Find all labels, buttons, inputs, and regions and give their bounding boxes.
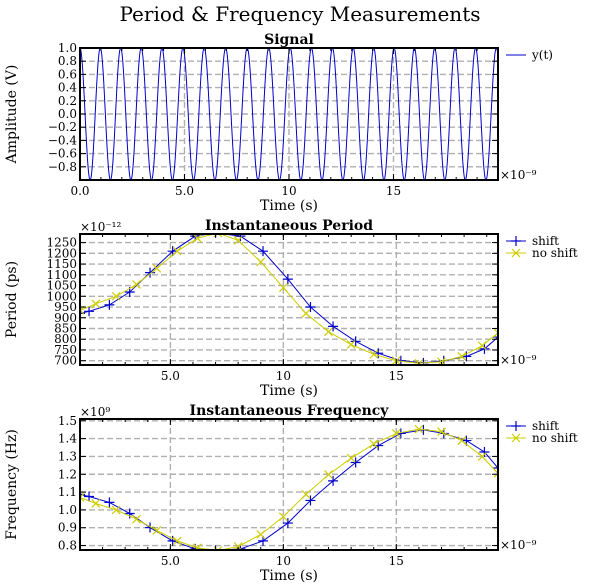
grid xyxy=(80,419,498,550)
x-tick-label: 10 xyxy=(276,554,291,568)
x-tick-label: 5.0 xyxy=(161,369,180,383)
y-tick-label: 1.4 xyxy=(58,432,77,446)
y-tick-label: 0.6 xyxy=(58,67,77,81)
x-scale-label: ×10⁻⁹ xyxy=(500,538,537,552)
data-point xyxy=(347,454,355,462)
x-axis-label: Time (s) xyxy=(260,198,318,214)
y-tick-label: 1.0 xyxy=(58,41,77,55)
data-point xyxy=(104,300,114,310)
y-axis-label: Frequency (Hz) xyxy=(4,429,20,540)
plot-area xyxy=(75,425,503,556)
x-tick-label: 10 xyxy=(281,184,296,198)
y-scale-label: ×10⁹ xyxy=(80,405,110,419)
legend-label: y(t) xyxy=(531,48,553,62)
legend-marker xyxy=(511,236,521,246)
x-axis-label: Time (s) xyxy=(260,383,318,399)
x-tick-label: 5.0 xyxy=(161,554,180,568)
y-tick-label: 0.8 xyxy=(58,539,77,553)
panel-1: 1.00.80.60.40.20.0−0.2−0.4−0.6−0.80.0 5.0… xyxy=(4,32,553,214)
legend: shiftno shift xyxy=(506,419,578,445)
data-point xyxy=(92,499,100,507)
y-tick-label: 0.4 xyxy=(58,81,77,95)
data-point xyxy=(132,280,140,288)
x-axis-label: Time (s) xyxy=(260,568,318,584)
series-line-no-shift xyxy=(80,429,498,550)
figure-title: Period & Frequency Measurements xyxy=(119,2,480,26)
x-tick-label: 5.0 xyxy=(175,184,194,198)
data-point xyxy=(302,309,310,317)
x-tick-label: 15 xyxy=(389,369,404,383)
x-tick-label: 15 xyxy=(386,184,401,198)
subplot-title: Instantaneous Period xyxy=(205,218,373,234)
data-point xyxy=(370,350,378,358)
x-tick-label: 15 xyxy=(389,554,404,568)
y-tick-label: 1.0 xyxy=(58,503,77,517)
x-tick-label: 10 xyxy=(276,369,291,383)
grid xyxy=(80,234,498,365)
data-point xyxy=(132,515,140,523)
x-scale-label: ×10⁻⁹ xyxy=(500,353,537,367)
y-tick-label: 1.5 xyxy=(58,414,77,428)
y-tick-label: 700 xyxy=(54,354,77,368)
data-point xyxy=(92,300,100,308)
legend-marker xyxy=(511,421,521,431)
y-tick-label: 1.3 xyxy=(58,449,77,463)
y-axis-label: Period (ps) xyxy=(4,261,20,338)
y-tick-label: −0.8 xyxy=(48,160,77,174)
y-axis-label: Amplitude (V) xyxy=(4,65,20,165)
y-tick-label: −0.2 xyxy=(48,120,77,134)
data-point xyxy=(370,440,378,448)
y-tick-label: 1.2 xyxy=(58,467,77,481)
x-tick-label: 0.0 xyxy=(70,184,89,198)
y-scale-label: ×10⁻¹² xyxy=(80,220,121,234)
y-tick-label: 1.1 xyxy=(58,485,77,499)
y-tick-label: −0.6 xyxy=(48,147,77,161)
data-point xyxy=(257,530,265,538)
y-tick-label: −0.4 xyxy=(48,133,78,147)
y-tick-label: 0.2 xyxy=(58,94,77,108)
series-line-shift xyxy=(80,430,498,551)
plot-area xyxy=(75,228,503,368)
series-line-no-shift xyxy=(80,233,498,363)
subplot-title: Signal xyxy=(264,32,314,48)
panel-3: 1.5 1.4 1.3 1.2 1.1 1.0 0.9 0.8 5.0 10 15 Instantan… xyxy=(4,403,578,584)
subplot-title: Instantaneous Frequency xyxy=(190,403,390,419)
legend-label: no shift xyxy=(532,246,578,260)
x-scale-label: ×10⁻⁹ xyxy=(500,168,537,182)
panel-2: 1250120011501100105010009509008508007507… xyxy=(4,218,578,399)
legend: y(t) xyxy=(506,48,553,62)
legend: shiftno shift xyxy=(506,234,578,260)
y-tick-label: 0.9 xyxy=(58,521,77,535)
y-tick-label: 0.8 xyxy=(58,54,77,68)
series-line-shift xyxy=(80,233,498,363)
y-tick-label: 0.0 xyxy=(58,107,77,121)
legend-label: no shift xyxy=(532,431,578,445)
grid xyxy=(80,48,498,180)
